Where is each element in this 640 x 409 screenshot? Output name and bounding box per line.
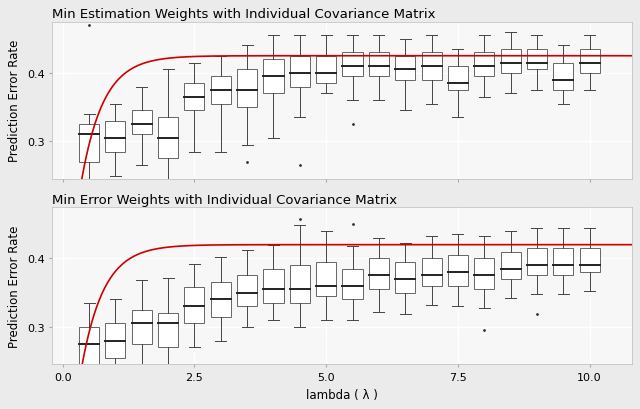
Bar <box>500 252 520 279</box>
Bar <box>79 327 99 368</box>
Point <box>294 216 305 222</box>
Point <box>242 159 252 166</box>
Point <box>84 22 94 29</box>
Bar <box>184 288 205 324</box>
Point <box>479 327 490 334</box>
Bar <box>79 125 99 162</box>
Bar <box>158 118 178 159</box>
Bar <box>342 269 362 300</box>
Bar <box>290 56 310 88</box>
Bar <box>132 111 152 135</box>
Bar <box>395 262 415 293</box>
Bar <box>422 53 442 81</box>
X-axis label: lambda ( λ ): lambda ( λ ) <box>306 388 378 401</box>
Bar <box>474 53 494 77</box>
Bar <box>158 313 178 348</box>
Bar <box>264 269 284 303</box>
Bar <box>553 63 573 91</box>
Bar <box>448 255 468 286</box>
Bar <box>106 324 125 358</box>
Bar <box>184 84 205 111</box>
Bar <box>237 70 257 108</box>
Text: Min Error Weights with Individual Covariance Matrix: Min Error Weights with Individual Covari… <box>52 193 397 207</box>
Point <box>294 163 305 169</box>
Bar <box>106 121 125 152</box>
Bar <box>580 249 600 272</box>
Bar <box>527 249 547 276</box>
Point <box>532 312 542 318</box>
Text: Min Estimation Weights with Individual Covariance Matrix: Min Estimation Weights with Individual C… <box>52 8 436 21</box>
Point <box>348 121 358 128</box>
Bar <box>211 283 231 317</box>
Bar <box>553 249 573 276</box>
Bar <box>500 50 520 74</box>
Bar <box>369 259 389 290</box>
Y-axis label: Prediction Error Rate: Prediction Error Rate <box>8 225 21 347</box>
Bar <box>290 265 310 303</box>
Bar <box>369 53 389 77</box>
Bar <box>422 259 442 286</box>
Bar <box>132 310 152 344</box>
Bar <box>264 60 284 94</box>
Bar <box>580 50 600 74</box>
Y-axis label: Prediction Error Rate: Prediction Error Rate <box>8 40 21 162</box>
Bar <box>237 276 257 306</box>
Bar <box>448 67 468 91</box>
Bar <box>316 262 336 296</box>
Bar <box>474 259 494 290</box>
Bar <box>395 56 415 81</box>
Bar <box>316 56 336 84</box>
Bar <box>211 77 231 104</box>
Bar <box>342 53 362 77</box>
Bar <box>527 50 547 70</box>
Point <box>348 221 358 228</box>
